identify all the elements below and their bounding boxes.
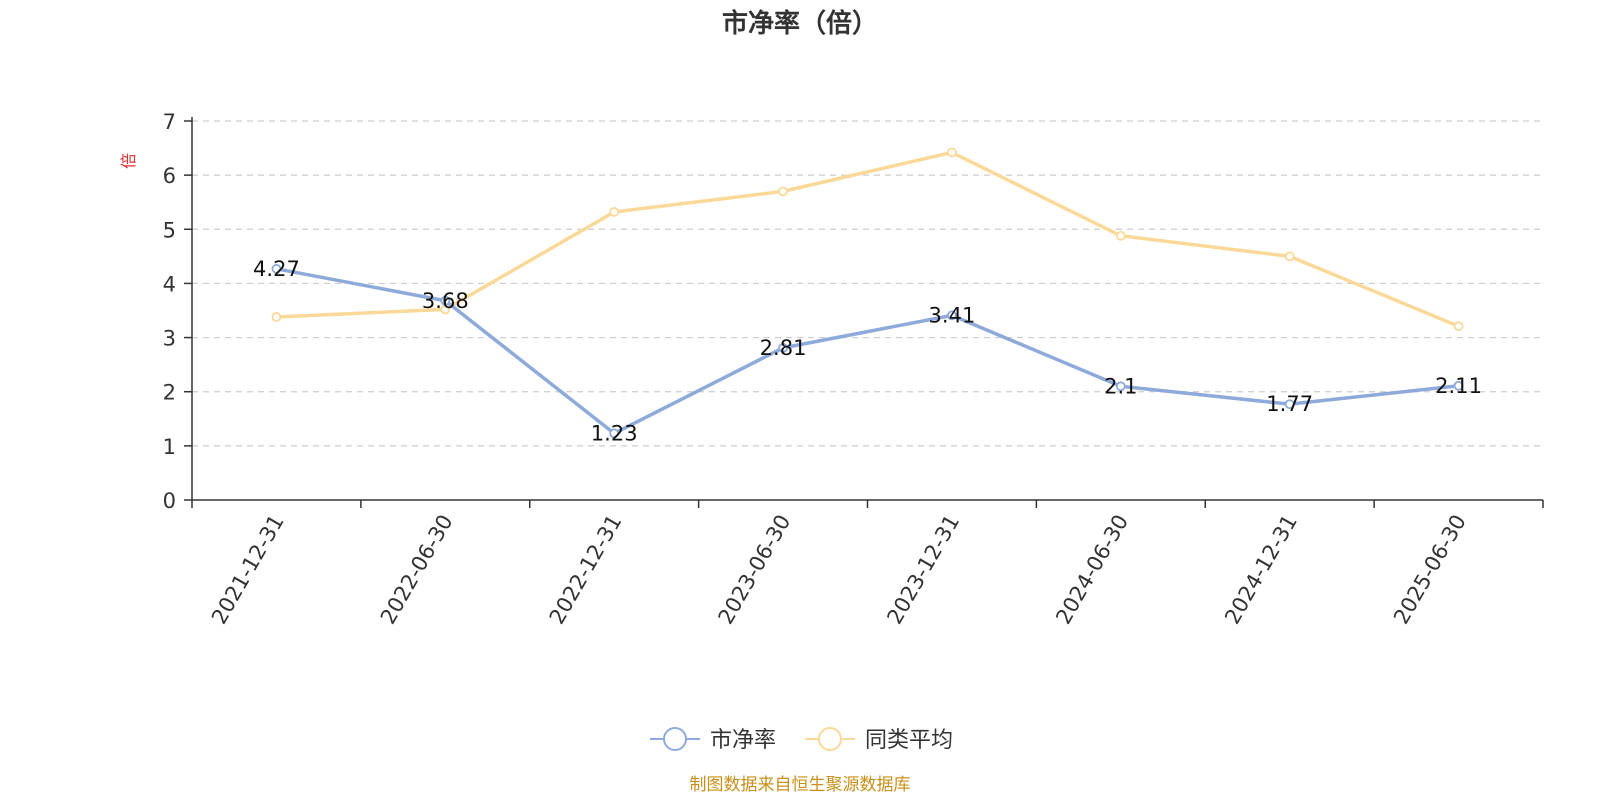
x-tick-label: 2023-12-31 <box>882 511 964 629</box>
grid-lines <box>192 120 1543 447</box>
legend-marker <box>663 727 687 751</box>
data-label: 2.1 <box>1104 374 1137 398</box>
data-point <box>947 310 957 321</box>
data-point <box>271 312 282 322</box>
data-point <box>1115 230 1126 241</box>
legend-item-pb-ratio[interactable]: 市净率 <box>650 727 776 753</box>
legend[interactable]: 市净率 同类平均 <box>650 727 953 753</box>
data-label: 3.41 <box>929 303 976 327</box>
legend-item-peer-average[interactable]: 同类平均 <box>805 727 953 753</box>
y-tick-label: 0 <box>163 489 176 513</box>
data-point <box>1453 321 1464 332</box>
series-lines <box>271 147 1464 439</box>
data-point <box>778 186 788 197</box>
axes: 0 1 2 3 4 5 6 7 2021-12-31 2022-06-30 2022-12-31 20… <box>163 110 1544 629</box>
chart-title: 市净率（倍） <box>722 8 878 39</box>
data-point <box>1453 380 1464 391</box>
y-tick-label: 1 <box>163 435 176 459</box>
x-tick-label: 2023-06-30 <box>714 511 796 629</box>
x-tick-label: 2021-12-31 <box>207 511 289 629</box>
data-label: 1.23 <box>591 421 638 445</box>
x-tick-label: 2024-12-31 <box>1220 511 1302 629</box>
y-tick-label: 5 <box>163 218 176 242</box>
legend-label: 市净率 <box>710 728 776 753</box>
data-point <box>1284 399 1295 410</box>
data-point <box>271 263 282 274</box>
data-label: 3.68 <box>422 289 469 313</box>
data-point <box>1115 381 1126 392</box>
y-tick-label: 3 <box>163 327 176 351</box>
y-tick-label: 2 <box>163 381 176 405</box>
data-label: 1.77 <box>1266 392 1313 416</box>
x-tick-label: 2025-06-30 <box>1389 511 1471 629</box>
source-note: 制图数据来自恒生聚源数据库 <box>690 775 911 795</box>
legend-label: 同类平均 <box>865 728 953 753</box>
x-tick-label: 2022-06-30 <box>376 511 458 629</box>
y-axis-unit-label: 倍 <box>119 153 138 169</box>
data-labels: 4.27 3.68 1.23 2.81 3.41 2.1 1.77 2.11 <box>253 257 1482 446</box>
y-tick-label: 7 <box>163 110 176 134</box>
data-point <box>1284 251 1295 262</box>
data-point <box>609 207 620 217</box>
y-tick-label: 4 <box>163 272 176 296</box>
legend-marker <box>818 727 842 751</box>
data-point <box>947 147 957 158</box>
data-label: 2.81 <box>760 336 807 360</box>
x-tick-label: 2024-06-30 <box>1051 511 1133 629</box>
data-point <box>609 428 620 439</box>
data-point <box>778 342 788 353</box>
data-point <box>440 295 451 306</box>
series-line <box>276 267 1459 436</box>
data-label: 4.27 <box>253 257 300 281</box>
y-tick-label: 6 <box>163 164 176 188</box>
x-tick-label: 2022-12-31 <box>545 511 627 629</box>
data-label: 2.11 <box>1435 374 1482 398</box>
series-line <box>276 150 1460 328</box>
